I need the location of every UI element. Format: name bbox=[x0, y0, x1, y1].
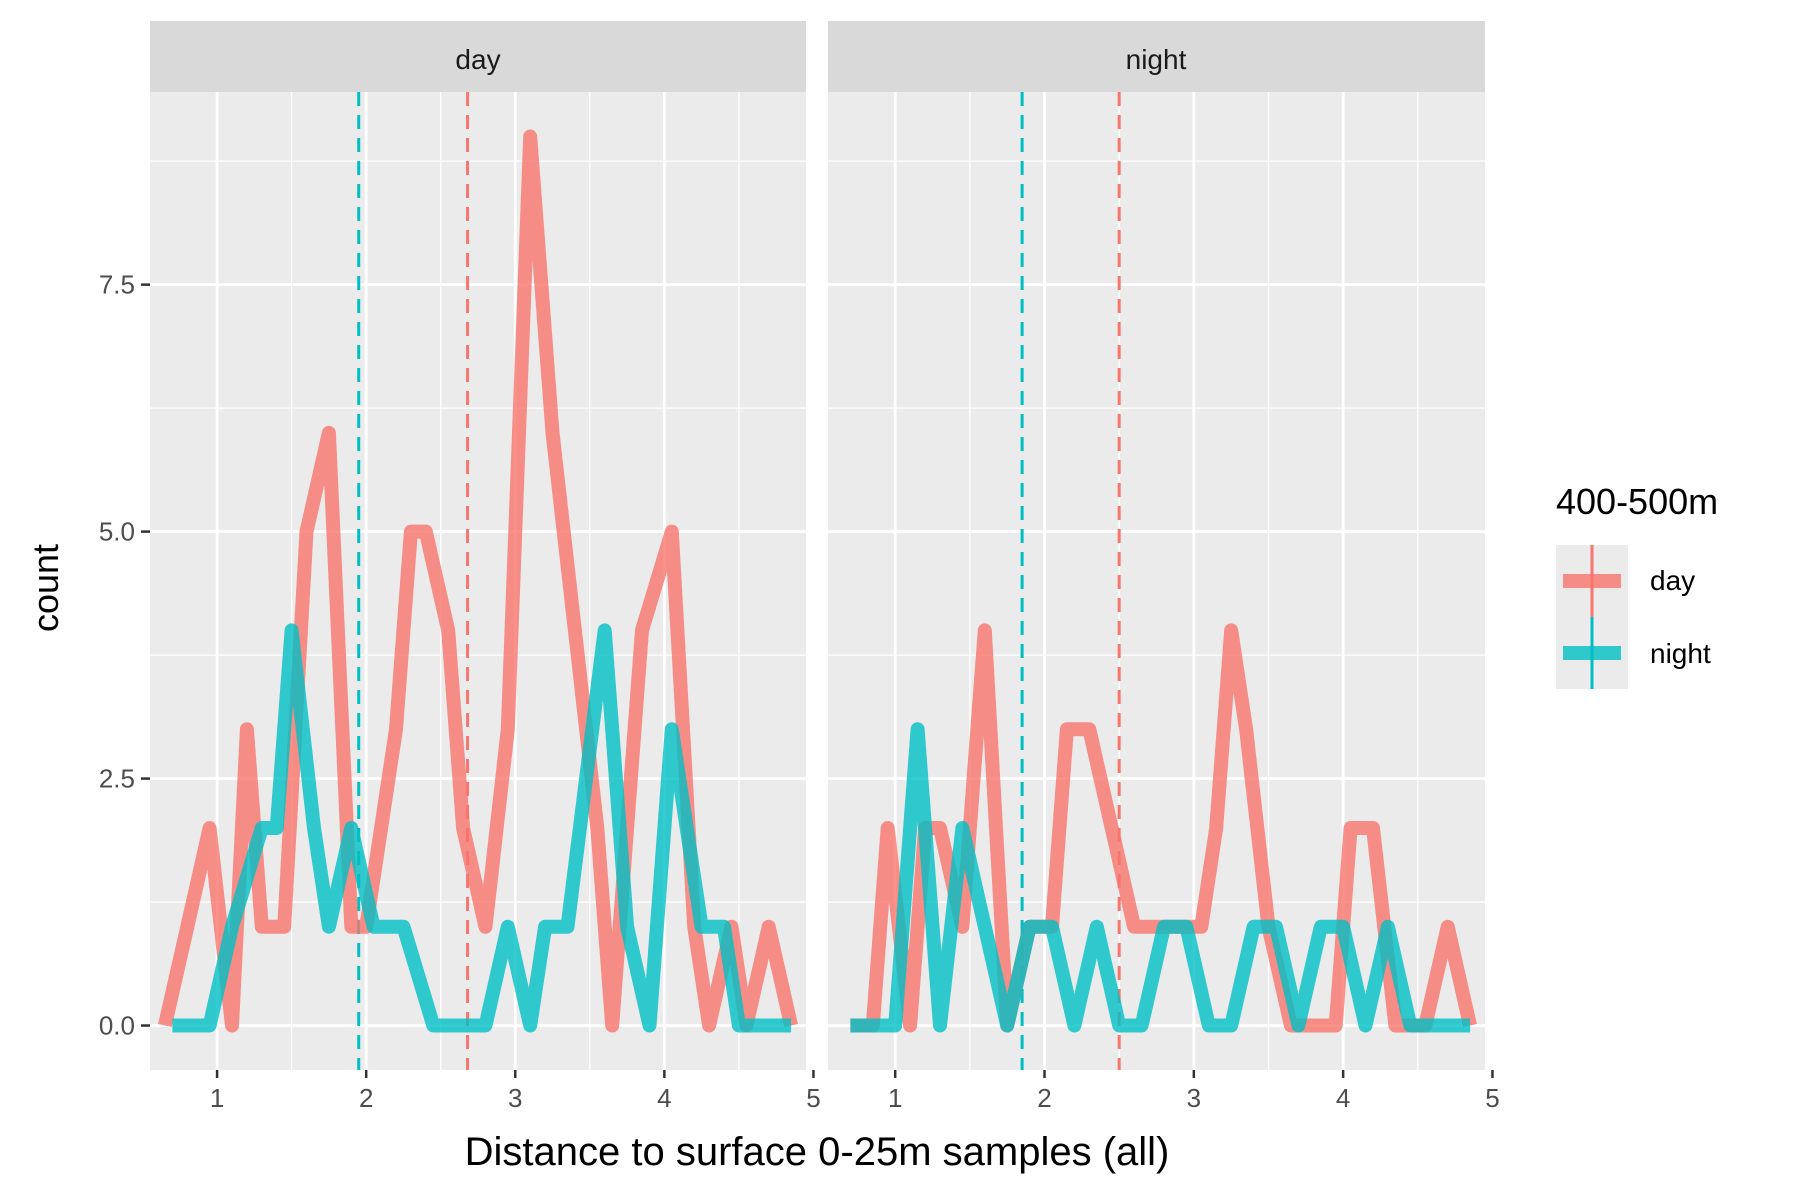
x-axis: 1 2 3 4 5 bbox=[210, 1070, 821, 1113]
strip-background bbox=[150, 21, 806, 92]
mean-lines bbox=[357, 92, 470, 1070]
legend-label-day: day bbox=[1650, 565, 1695, 596]
y-tick-label: 5.0 bbox=[99, 517, 135, 547]
x-axis: 1 2 3 4 5 bbox=[888, 1070, 1500, 1113]
strip-label: day bbox=[455, 44, 500, 75]
series-lines bbox=[158, 129, 798, 1033]
facet-panel-night: night 1 2 3 4 5 bbox=[828, 21, 1500, 1113]
x-tick-label: 4 bbox=[1336, 1083, 1350, 1113]
x-tick-label: 3 bbox=[508, 1083, 522, 1113]
y-axis: 0.0 2.5 5.0 7.5 bbox=[99, 270, 150, 1041]
x-axis-title: Distance to surface 0-25m samples (all) bbox=[465, 1130, 1170, 1174]
x-tick-label: 5 bbox=[806, 1083, 820, 1113]
x-tick-label: 1 bbox=[888, 1083, 902, 1113]
x-tick-label: 2 bbox=[1037, 1083, 1051, 1113]
mean-lines bbox=[1020, 92, 1121, 1070]
x-tick-label: 4 bbox=[657, 1083, 671, 1113]
strip-label: night bbox=[1126, 44, 1187, 75]
strip-background bbox=[828, 21, 1485, 92]
legend-label-night: night bbox=[1650, 638, 1711, 669]
x-tick-label: 2 bbox=[359, 1083, 373, 1113]
x-tick-label: 1 bbox=[210, 1083, 224, 1113]
y-tick-label: 2.5 bbox=[99, 764, 135, 794]
x-tick-label: 5 bbox=[1485, 1083, 1499, 1113]
series-line-day bbox=[850, 623, 1477, 1033]
facet-panel-day: day 1 2 3 4 5 bbox=[150, 21, 821, 1113]
series-line-night bbox=[172, 623, 792, 1033]
legend: 400-500m day night bbox=[1556, 481, 1718, 689]
series-lines bbox=[850, 623, 1477, 1033]
legend-title: 400-500m bbox=[1556, 481, 1718, 522]
series-line-night bbox=[850, 722, 1471, 1033]
y-axis-title: count bbox=[25, 544, 66, 632]
x-tick-label: 3 bbox=[1187, 1083, 1201, 1113]
series-line-day bbox=[158, 129, 798, 1033]
y-tick-label: 0.0 bbox=[99, 1011, 135, 1041]
y-tick-label: 7.5 bbox=[99, 270, 135, 300]
